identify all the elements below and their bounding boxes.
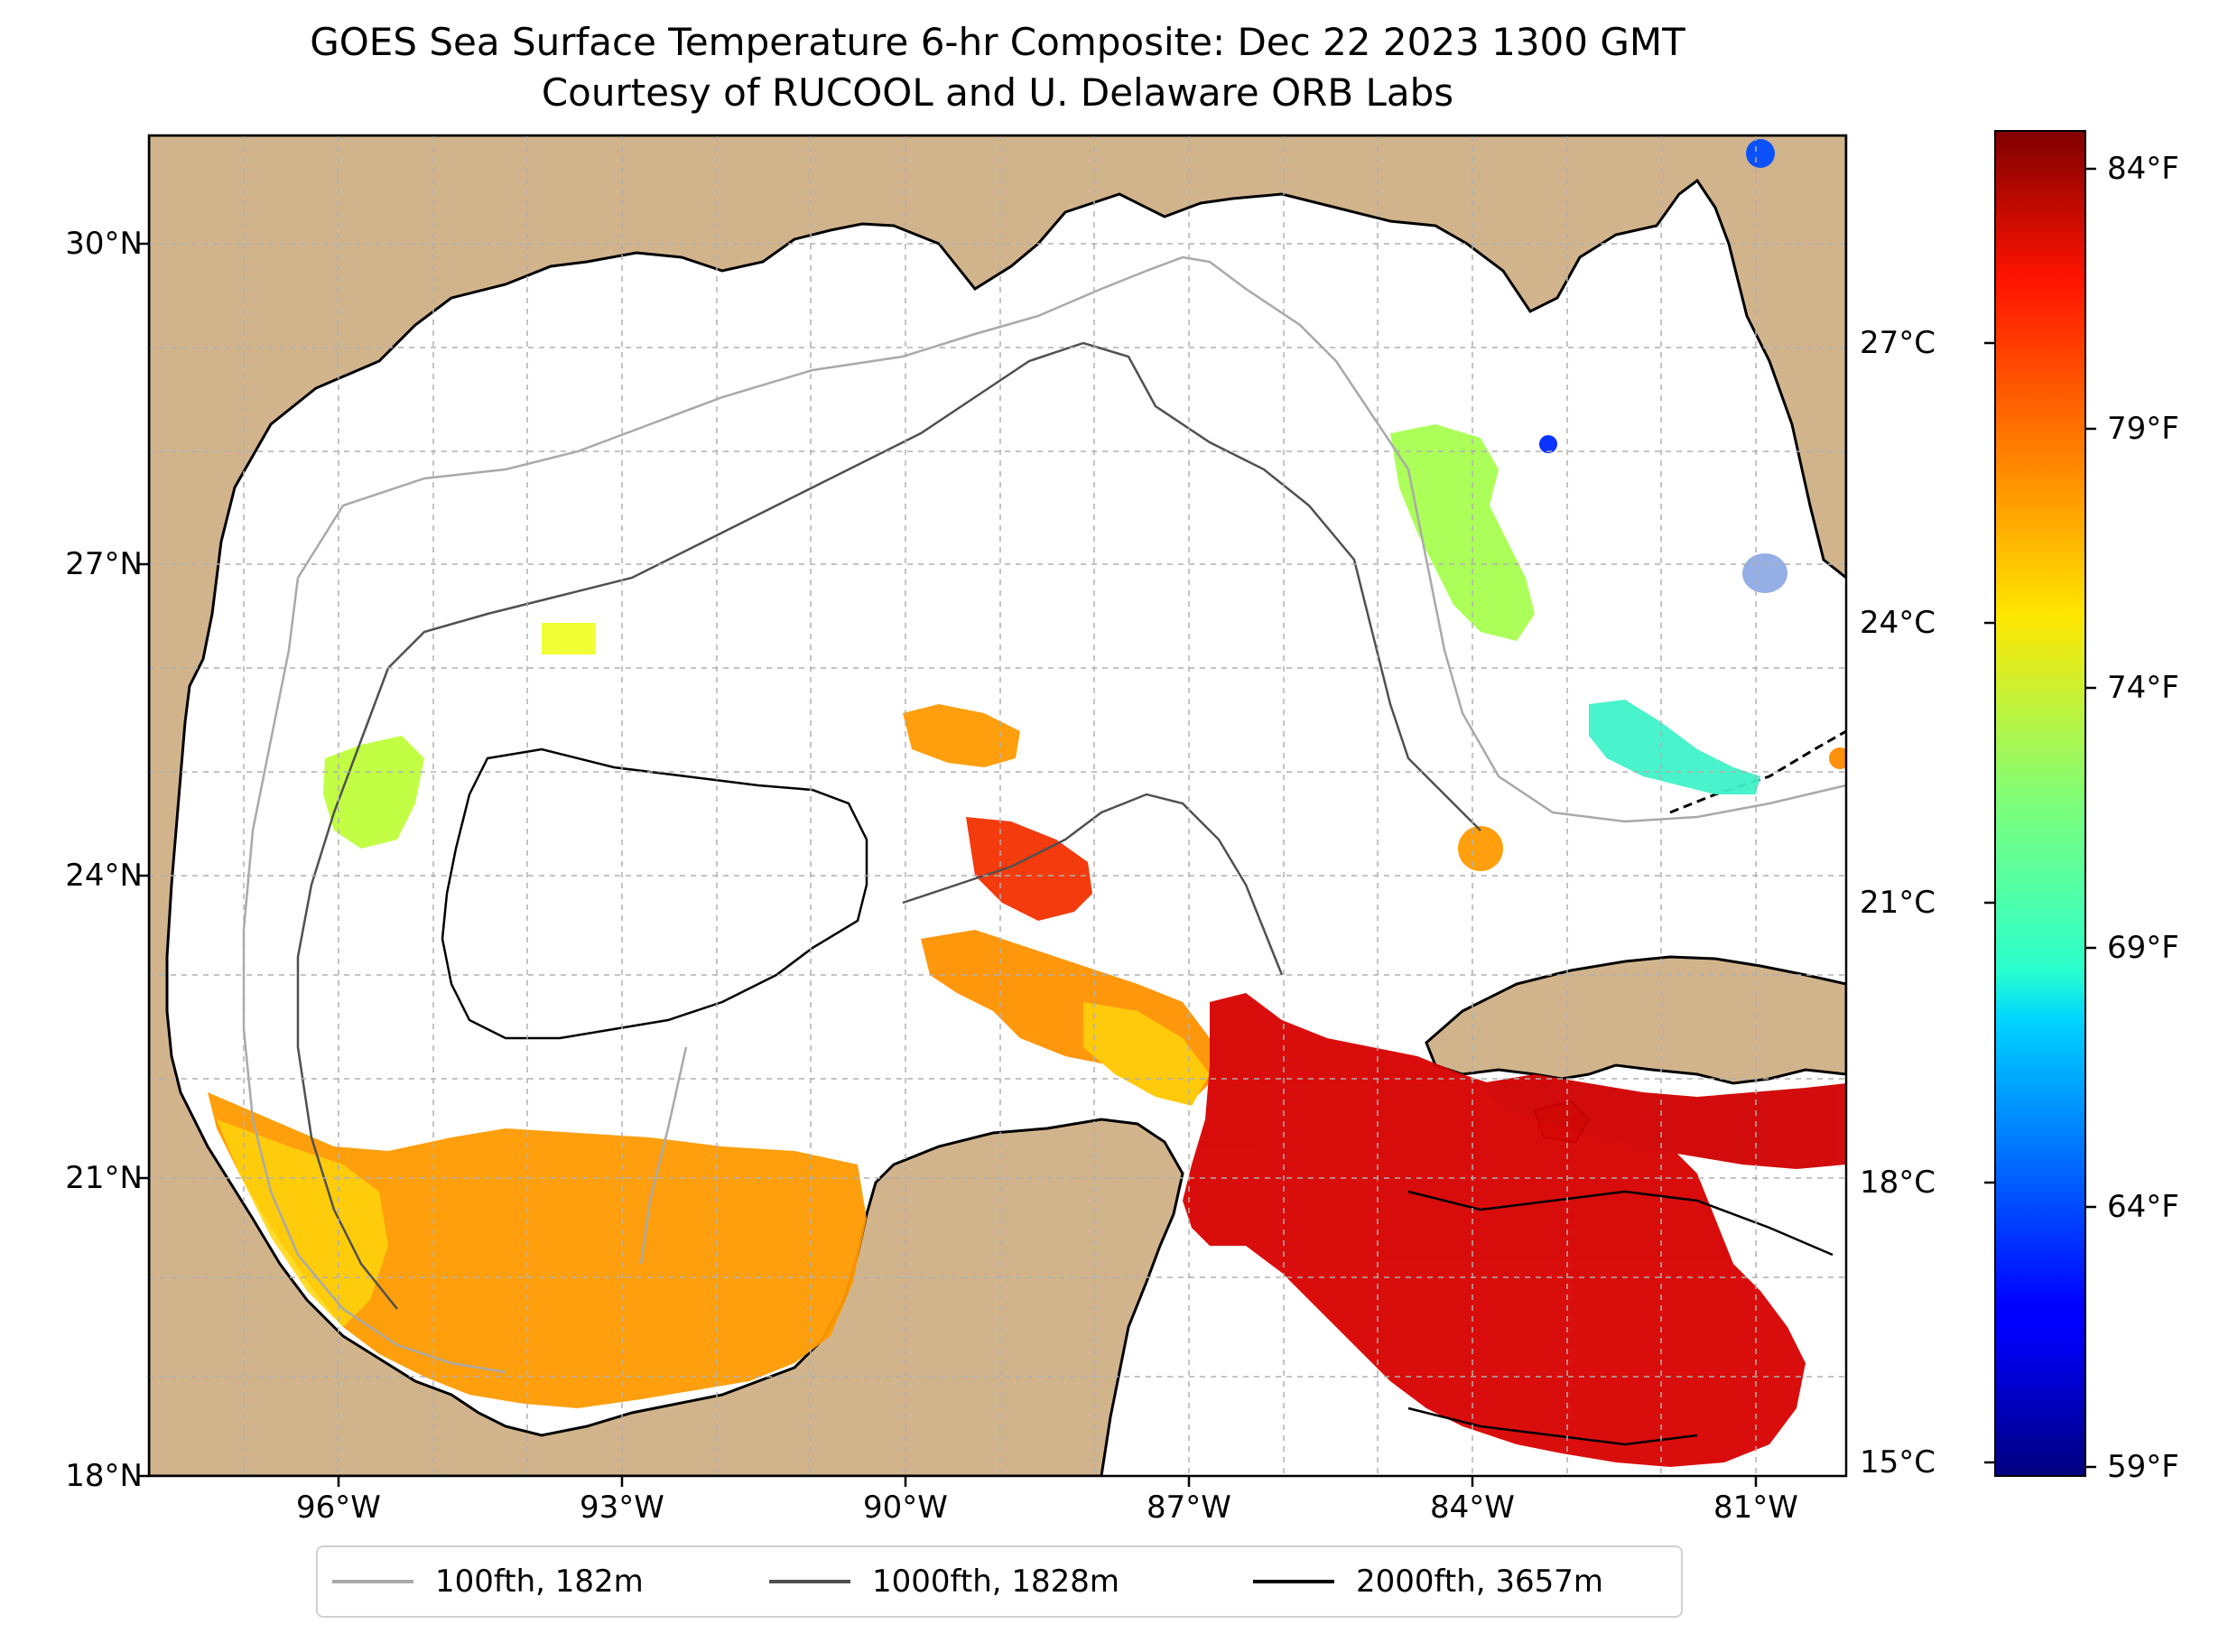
- lon-label-87w: 87°W: [1147, 1490, 1231, 1526]
- isobath-100fth: [242, 255, 1846, 1374]
- sst-patch-central-yellow: [1083, 1002, 1210, 1106]
- sst-patch-north-small: [542, 623, 596, 654]
- sst-patch-blue-fl: [1746, 139, 1775, 168]
- lat-label-18n: 18°N: [65, 1458, 143, 1494]
- lat-label-27n: 27°N: [65, 546, 143, 582]
- cb-label-59f: 59°F: [2107, 1449, 2179, 1485]
- map-content: [149, 135, 1846, 1476]
- chart-title: GOES Sea Surface Temperature 6-hr Compos…: [310, 20, 1685, 64]
- cb-label-84f: 84°F: [2107, 151, 2179, 187]
- cb-label-27c: 27°C: [1860, 325, 1936, 361]
- colorbar: [1994, 130, 2086, 1477]
- legend-item-2000fth: 2000fth, 3657m: [1253, 1547, 1603, 1616]
- lat-label-21n: 21°N: [65, 1160, 143, 1196]
- lon-label-90w: 90°W: [863, 1490, 948, 1526]
- map-frame: [147, 134, 1848, 1478]
- legend-item-100fth: 100fth, 182m: [332, 1547, 644, 1616]
- gridlines: [149, 135, 1846, 1476]
- lake-okeechobee: [1742, 553, 1787, 593]
- lon-label-96w: 96°W: [296, 1490, 381, 1526]
- chart-subtitle: Courtesy of RUCOOL and U. Delaware ORB L…: [541, 70, 1454, 115]
- lon-ticks: [337, 1476, 1758, 1487]
- legend: 100fth, 182m 1000fth, 1828m 2000fth, 365…: [316, 1545, 1683, 1618]
- sst-patch-orange-sw: [1458, 826, 1503, 871]
- cb-label-74f: 74°F: [2107, 670, 2179, 706]
- lat-label-24n: 24°N: [65, 858, 143, 894]
- legend-label-2000fth: 2000fth, 3657m: [1356, 1564, 1604, 1600]
- lat-ticks: [138, 242, 149, 1478]
- lat-label-30n: 30°N: [65, 226, 143, 262]
- sst-patch-caribbean-east: [1481, 1074, 1846, 1169]
- sst-patch-wfs-green: [1390, 424, 1535, 641]
- cb-label-79f: 79°F: [2107, 411, 2179, 447]
- sst-patch-campeche-yellow: [217, 1119, 388, 1327]
- cb-label-64f: 64°F: [2107, 1189, 2179, 1225]
- cb-label-15c: 15°C: [1860, 1444, 1936, 1480]
- sst-patch-keys-orange: [1829, 747, 1846, 769]
- land-north-america: [149, 135, 1846, 1476]
- sst-patch-north-orange: [903, 704, 1020, 767]
- legend-label-1000fth: 1000fth, 1828m: [872, 1564, 1120, 1600]
- legend-swatch-2000fth: [1253, 1580, 1334, 1583]
- land-cuba: [1425, 955, 1846, 1085]
- legend-swatch-1000fth: [769, 1580, 850, 1583]
- cb-label-24c: 24°C: [1860, 605, 1936, 641]
- legend-label-100fth: 100fth, 182m: [435, 1564, 644, 1600]
- sst-patch-caribbean: [1183, 993, 1806, 1467]
- lon-label-93w: 93°W: [580, 1490, 664, 1526]
- sst-patch-west-green: [323, 736, 424, 849]
- cb-label-21c: 21°C: [1860, 885, 1936, 921]
- florida-keys: [1669, 729, 1846, 814]
- isobath-2000fth: [441, 747, 1834, 1446]
- sst-patch-wfs-cyan: [1589, 700, 1760, 794]
- colorbar-ticks-right: [2085, 167, 2096, 1469]
- cb-label-69f: 69°F: [2107, 930, 2179, 966]
- colorbar-ticks-left: [1984, 341, 1995, 1464]
- legend-item-1000fth: 1000fth, 1828m: [769, 1547, 1119, 1616]
- legend-swatch-100fth: [332, 1580, 413, 1583]
- lon-label-81w: 81°W: [1713, 1490, 1798, 1526]
- lon-label-84w: 84°W: [1430, 1490, 1515, 1526]
- cb-label-18c: 18°C: [1860, 1165, 1936, 1201]
- sst-patch-blue-fl2: [1539, 435, 1557, 453]
